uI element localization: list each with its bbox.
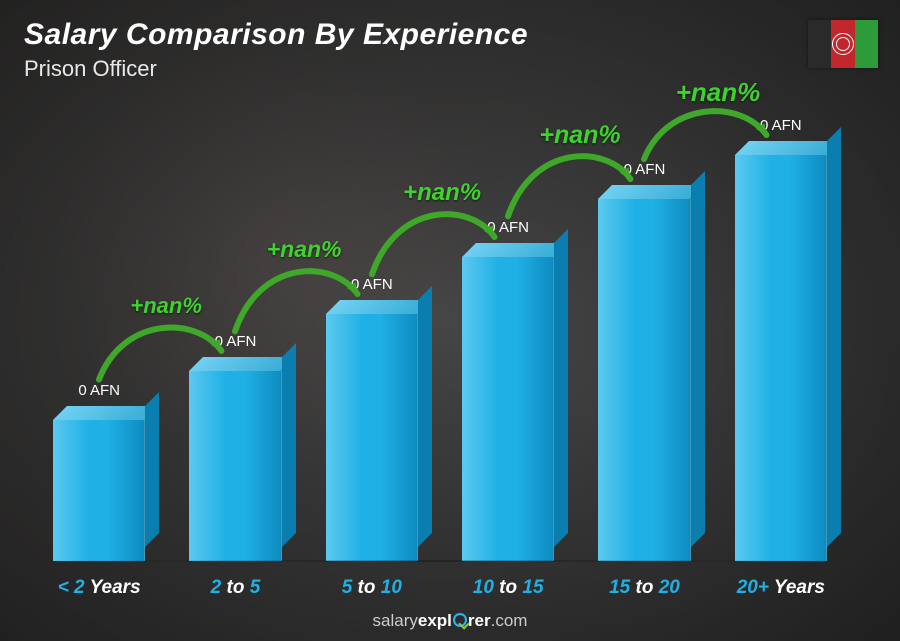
flag-stripe-3 xyxy=(855,20,878,68)
title-block: Salary Comparison By Experience Prison O… xyxy=(24,18,528,82)
bar-side-face xyxy=(827,127,841,547)
logo-icon xyxy=(453,613,467,627)
chart-subtitle: Prison Officer xyxy=(24,56,528,82)
x-axis-label: 5 to 10 xyxy=(313,577,431,599)
delta-label: +nan% xyxy=(403,179,481,207)
bar-side-face xyxy=(691,171,705,547)
delta-label: +nan% xyxy=(676,77,761,108)
bar: 0 AFN xyxy=(735,155,827,561)
delta-label: +nan% xyxy=(267,236,342,263)
bar-front xyxy=(53,420,145,561)
chart-container: Salary Comparison By Experience Prison O… xyxy=(0,0,900,641)
x-axis-label: 15 to 20 xyxy=(585,577,703,599)
footer-text: salaryexplrer.com xyxy=(373,611,528,630)
delta-arrow: +nan% xyxy=(614,75,806,199)
x-axis-label: 20+ Years xyxy=(722,577,840,599)
x-axis-label: 10 to 15 xyxy=(449,577,567,599)
country-flag-icon xyxy=(808,20,878,68)
flag-emblem-icon xyxy=(832,33,854,55)
bar-side-face xyxy=(282,343,296,547)
bar-chart: 0 AFN0 AFN0 AFN0 AFN0 AFN0 AFN +nan%+nan… xyxy=(30,120,850,561)
x-axis-labels: < 2 Years 2 to 5 5 to 10 10 to 15 15 to 20 20… xyxy=(30,577,850,599)
chart-baseline xyxy=(20,560,860,562)
flag-stripe-1 xyxy=(808,20,831,68)
chart-title: Salary Comparison By Experience xyxy=(24,18,528,52)
x-axis-label: < 2 Years xyxy=(40,577,158,599)
bar: 0 AFN xyxy=(53,420,145,561)
bar-front xyxy=(735,155,827,561)
delta-label: +nan% xyxy=(130,293,202,319)
bar-side-face xyxy=(418,286,432,547)
footer-attribution: salaryexplrer.com xyxy=(0,611,900,631)
x-axis-label: 2 to 5 xyxy=(176,577,294,599)
delta-label: +nan% xyxy=(539,121,620,150)
bar-side-face xyxy=(554,229,568,547)
